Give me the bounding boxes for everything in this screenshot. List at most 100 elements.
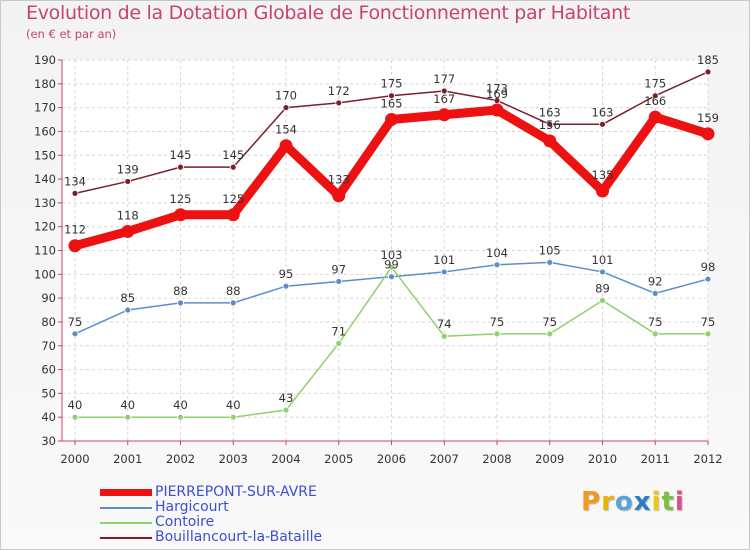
data-point-contoire <box>546 330 554 338</box>
data-point-hargicourt <box>229 299 237 307</box>
data-label-hargicourt: 75 <box>68 315 83 329</box>
y-tick-label: 90 <box>41 291 56 305</box>
data-point-bouillancourt-la-bataille <box>493 97 501 104</box>
data-label-pierrepont-sur-avre: 133 <box>328 173 350 187</box>
data-label-hargicourt: 95 <box>279 267 294 281</box>
legend-item-pierrepont: PIERREPONT-SUR-AVRE <box>100 485 400 500</box>
data-label-hargicourt: 88 <box>226 284 241 298</box>
data-point-pierrepont-sur-avre <box>437 108 451 122</box>
data-point-pierrepont-sur-avre <box>385 113 398 127</box>
y-tick-label: 130 <box>34 196 56 210</box>
data-label-bouillancourt-la-bataille: 139 <box>117 162 139 176</box>
data-label-pierrepont-sur-avre: 125 <box>170 192 192 206</box>
data-point-contoire <box>440 332 448 340</box>
legend-item-hargicourt: Hargicourt <box>100 500 400 515</box>
data-label-pierrepont-sur-avre: 112 <box>64 223 86 237</box>
y-tick-label: 40 <box>41 410 56 424</box>
data-point-contoire <box>335 339 343 347</box>
logo-letter: x <box>633 487 652 517</box>
legend-label-bouillancourt: Bouillancourt-la-Bataille <box>155 529 323 545</box>
x-tick-label: 2009 <box>535 452 564 466</box>
y-tick-label: 100 <box>34 267 56 281</box>
logo-letter: o <box>614 487 634 517</box>
data-point-contoire <box>124 413 132 421</box>
y-tick-label: 120 <box>34 220 56 234</box>
y-tick-label: 170 <box>34 101 56 115</box>
chart-subtitle: (en € et par an) <box>26 27 117 41</box>
data-point-pierrepont-sur-avre <box>596 184 609 198</box>
data-point-bouillancourt-la-bataille <box>546 120 554 128</box>
data-label-pierrepont-sur-avre: 165 <box>381 97 403 111</box>
chart-title: Evolution de la Dotation Globale de Fonc… <box>26 2 631 24</box>
data-point-pierrepont-sur-avre <box>701 127 715 141</box>
y-tick-label: 180 <box>34 77 56 91</box>
data-point-contoire <box>493 330 501 338</box>
legend-swatch-bouillancourt <box>100 537 152 539</box>
data-label-contoire: 75 <box>542 315 557 329</box>
data-point-contoire <box>704 330 712 338</box>
x-tick-label: 2012 <box>693 452 722 466</box>
y-tick-label: 140 <box>34 172 56 186</box>
data-label-contoire: 40 <box>120 398 135 412</box>
data-point-contoire <box>599 297 606 304</box>
series-group <box>68 68 715 421</box>
data-point-hargicourt <box>546 259 554 266</box>
x-tick-label: 2011 <box>641 452 670 466</box>
y-tick-label: 80 <box>41 315 56 329</box>
data-point-hargicourt <box>651 289 659 297</box>
legend-item-contoire: Contoire <box>100 515 400 530</box>
data-point-hargicourt <box>335 278 343 285</box>
data-point-bouillancourt-la-bataille <box>71 189 79 197</box>
data-label-bouillancourt-la-bataille: 134 <box>64 174 86 188</box>
data-point-pierrepont-sur-avre <box>332 189 346 203</box>
data-label-contoire: 40 <box>173 398 188 412</box>
logo-letter: i <box>674 487 685 517</box>
data-label-hargicourt: 97 <box>331 262 346 276</box>
data-label-pierrepont-sur-avre: 125 <box>222 192 244 206</box>
x-tick-label: 2003 <box>219 452 248 466</box>
data-label-contoire: 75 <box>648 315 663 329</box>
logo-letter: P <box>581 487 602 517</box>
x-tick-label: 2004 <box>271 452 300 466</box>
y-tick-label: 50 <box>41 386 56 400</box>
data-point-pierrepont-sur-avre <box>279 139 293 153</box>
data-point-pierrepont-sur-avre <box>648 110 662 124</box>
data-label-bouillancourt-la-bataille: 173 <box>486 81 508 95</box>
data-point-hargicourt <box>599 268 606 276</box>
logo-letter: r <box>601 487 615 517</box>
axes: 30 40 50 60 70 80 90 100 110 120 130 140 150 160 170 18… <box>34 53 723 466</box>
data-label-hargicourt: 88 <box>173 284 188 298</box>
data-point-hargicourt <box>493 261 501 269</box>
data-label-bouillancourt-la-bataille: 185 <box>697 53 719 67</box>
data-label-hargicourt: 104 <box>486 246 508 260</box>
logo-letter: i <box>651 487 662 517</box>
x-tick-label: 2008 <box>482 452 511 466</box>
data-point-pierrepont-sur-avre <box>226 208 240 222</box>
data-label-bouillancourt-la-bataille: 170 <box>275 89 297 103</box>
data-point-hargicourt <box>282 282 290 290</box>
data-point-contoire <box>282 406 290 414</box>
data-label-bouillancourt-la-bataille: 175 <box>381 77 403 91</box>
data-point-contoire <box>651 330 659 338</box>
data-point-bouillancourt-la-bataille <box>335 99 343 107</box>
data-point-hargicourt <box>388 273 395 281</box>
legend-label-hargicourt: Hargicourt <box>155 499 229 515</box>
data-point-bouillancourt-la-bataille <box>388 92 395 100</box>
data-point-bouillancourt-la-bataille <box>440 87 448 95</box>
data-label-contoire: 75 <box>490 315 505 329</box>
data-point-contoire <box>71 413 79 421</box>
x-tick-label: 2006 <box>377 452 406 466</box>
data-point-hargicourt <box>704 275 712 283</box>
data-label-contoire: 74 <box>437 317 452 331</box>
data-point-pierrepont-sur-avre <box>121 224 135 238</box>
data-point-hargicourt <box>440 268 448 276</box>
data-label-pierrepont-sur-avre: 166 <box>644 94 666 108</box>
y-tick-label: 60 <box>41 363 56 377</box>
data-label-bouillancourt-la-bataille: 177 <box>433 72 455 86</box>
data-label-hargicourt: 92 <box>648 274 663 288</box>
data-label-bouillancourt-la-bataille: 145 <box>222 148 244 162</box>
data-label-contoire: 43 <box>279 391 294 405</box>
y-tick-label: 30 <box>41 434 56 448</box>
data-label-bouillancourt-la-bataille: 163 <box>592 105 614 119</box>
